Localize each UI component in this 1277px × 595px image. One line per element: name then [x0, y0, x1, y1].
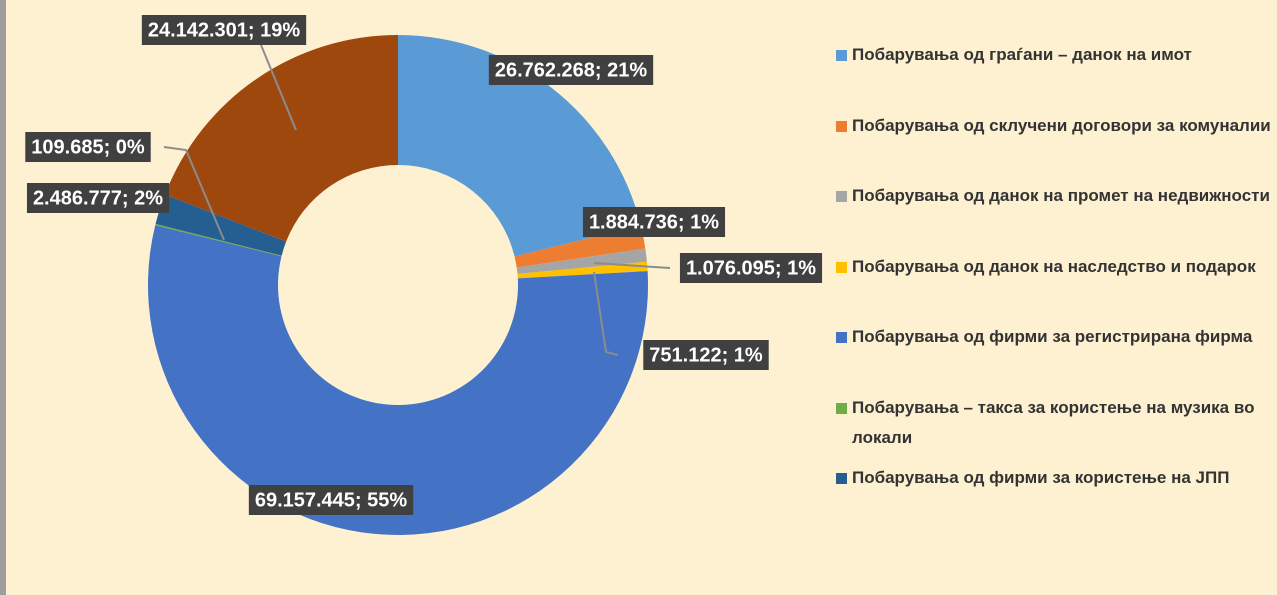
legend-swatch [836, 261, 847, 273]
legend-swatch [836, 402, 847, 414]
data-label: 1.884.736; 1% [589, 211, 719, 233]
data-label-box [141, 15, 307, 45]
legend-item: Побарувања од данок на промет на недвижн… [836, 181, 1276, 211]
data-label-box [582, 207, 726, 237]
legend-item: Побарувања од фирми за користење на ЈПП [836, 463, 1276, 493]
legend-text: Побарувања од данок на промет на недвижн… [852, 186, 1270, 205]
slice [155, 223, 282, 257]
data-label-box [488, 55, 654, 85]
leader-line [593, 262, 671, 269]
slice [516, 248, 647, 274]
legend-text: Побарувања од граѓани – данок на имот [852, 45, 1192, 64]
slice [517, 261, 648, 279]
data-label: 109.685; 0% [31, 136, 145, 158]
legend-swatch [836, 332, 847, 343]
legend-swatch [836, 191, 847, 202]
slice [398, 35, 641, 257]
legend-item: Побарувања од фирми за регистрирана фирм… [836, 322, 1276, 352]
data-label: 751.122; 1% [649, 344, 763, 366]
data-label: 24.142.301; 19% [148, 19, 301, 41]
data-label: 69.157.445; 55% [255, 489, 408, 511]
legend-item: Побарувања од граѓани – данок на имот [836, 40, 1276, 70]
data-label-box [25, 132, 151, 162]
legend-text: Побарувања од фирми за користење на ЈПП [852, 468, 1230, 487]
legend-swatch [836, 50, 847, 61]
leader-line [593, 271, 619, 356]
data-label: 1.076.095; 1% [686, 257, 816, 279]
data-label-box [248, 485, 414, 515]
leader-line [260, 44, 297, 131]
legend-swatch [836, 473, 847, 484]
legend-item: Побарувања – такса за користење на музик… [836, 393, 1276, 453]
legend-text: Побарувања од данок на наследство и пода… [852, 256, 1256, 276]
legend-text: Побарувања од склучени договори за комун… [852, 115, 1271, 135]
plot: 26.762.268; 21% 1.884.736; 1% 1.076.095; 1… [25, 15, 823, 536]
legend-text: Побарувања од фирми за регистрирана фирм… [852, 327, 1253, 346]
legend-swatch [836, 120, 847, 132]
legend-item: Побарувања од склучени договори за комун… [836, 111, 1276, 141]
legend-item: Побарувања од данок на наследство и пода… [836, 252, 1276, 282]
slice [164, 35, 398, 242]
data-label: 26.762.268; 21% [495, 59, 648, 81]
data-label: 2.486.777; 2% [33, 187, 163, 209]
data-label-box [679, 253, 823, 283]
leader-line [163, 146, 225, 241]
slice [148, 225, 649, 536]
slice [155, 194, 287, 256]
data-label-box [643, 340, 769, 370]
legend-text: Побарувања – такса за користење на музик… [852, 397, 1255, 447]
data-label-box [26, 183, 170, 213]
